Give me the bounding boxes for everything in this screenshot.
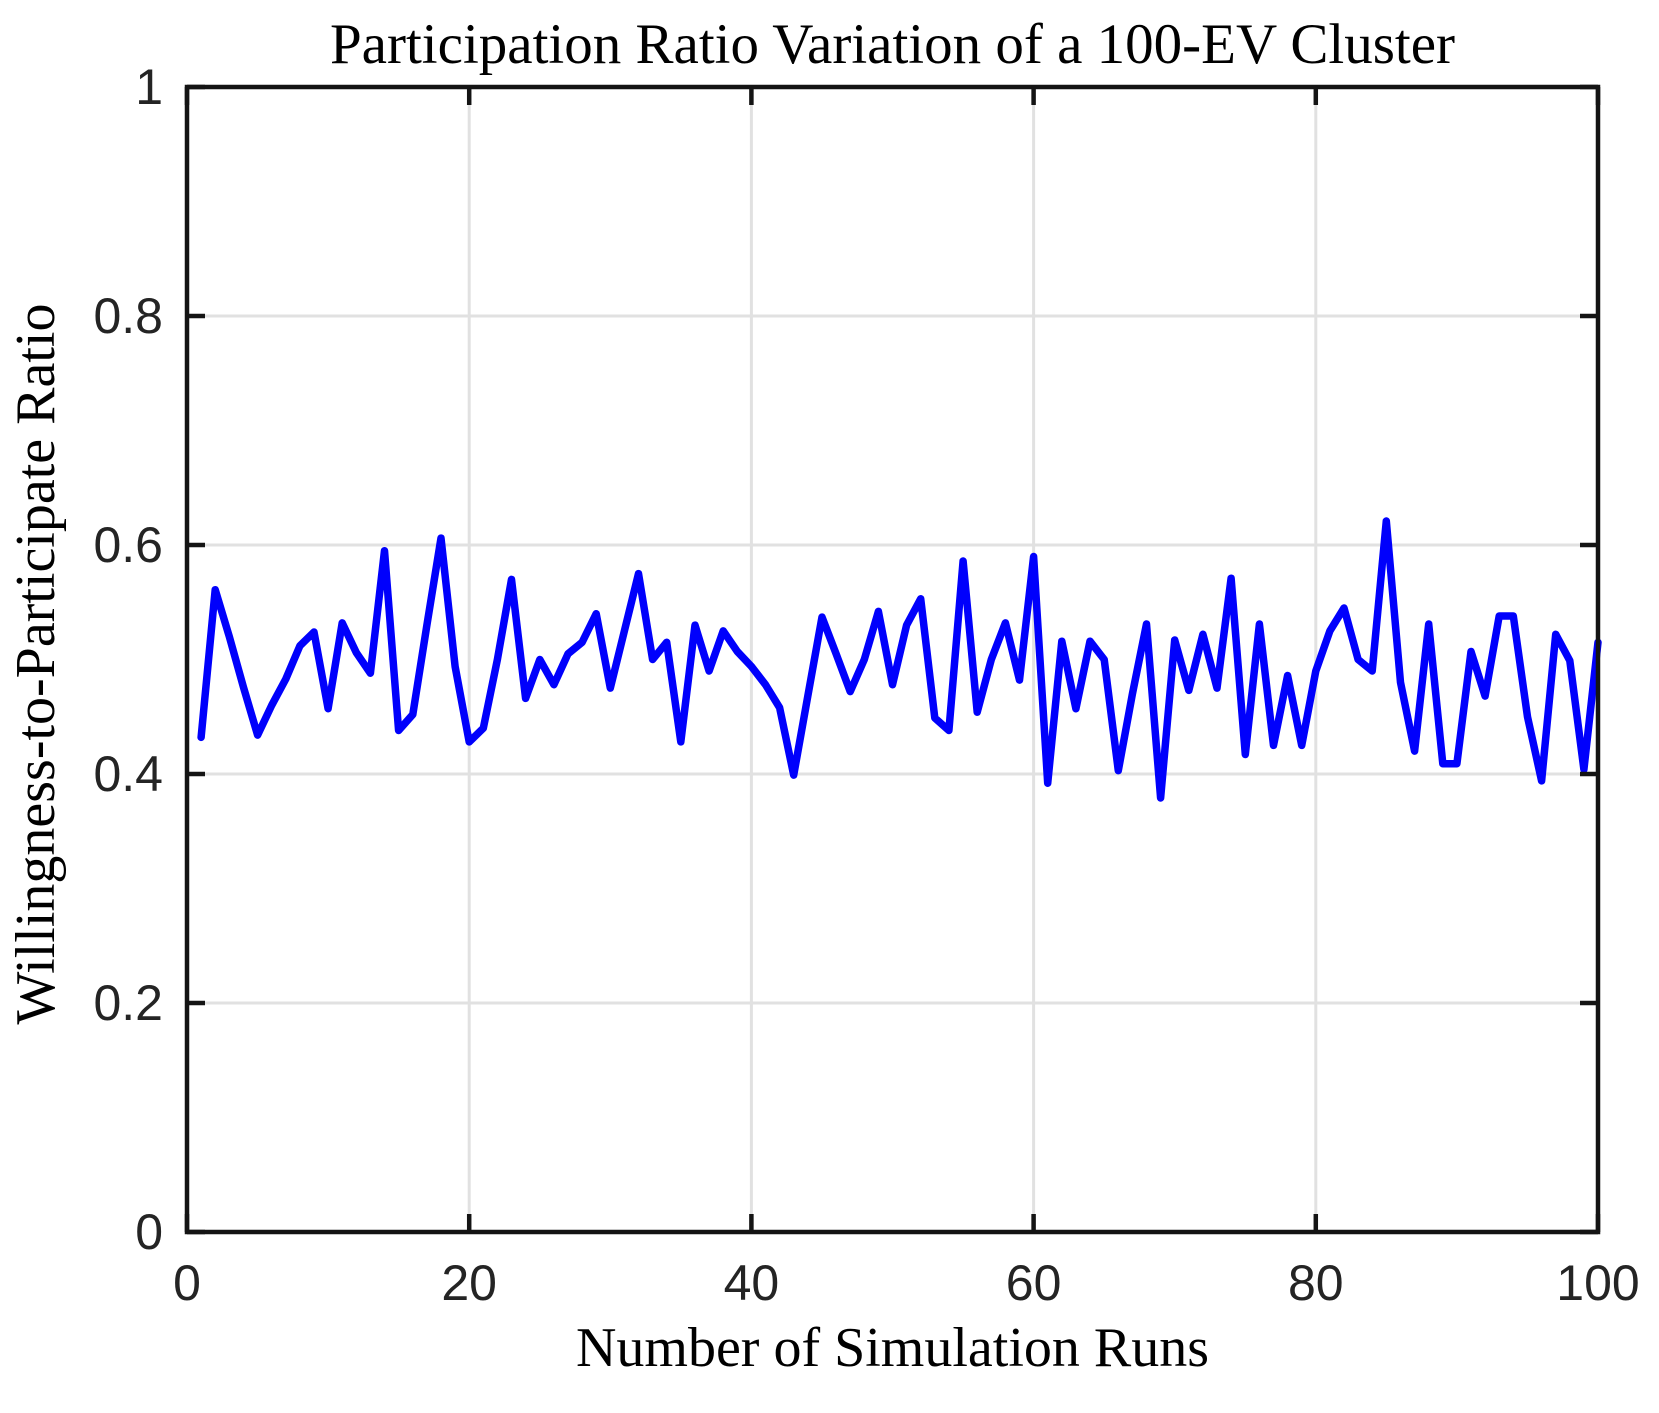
chart-title: Participation Ratio Variation of a 100-E… bbox=[329, 13, 1456, 76]
y-tick-label: 0.4 bbox=[93, 746, 163, 802]
y-tick-label: 0 bbox=[135, 1204, 163, 1260]
x-tick-label: 60 bbox=[1006, 1255, 1062, 1311]
y-tick-label: 0.6 bbox=[93, 517, 163, 573]
x-tick-label: 20 bbox=[441, 1255, 497, 1311]
y-tick-label: 0.2 bbox=[93, 975, 163, 1031]
x-tick-label: 0 bbox=[173, 1255, 201, 1311]
x-axis-label: Number of Simulation Runs bbox=[575, 1317, 1210, 1379]
y-tick-label: 0.8 bbox=[93, 288, 163, 344]
axes-box bbox=[184, 84, 1601, 1235]
x-tick-label: 40 bbox=[724, 1255, 780, 1311]
y-tick-label: 1 bbox=[135, 59, 163, 115]
data-series-line bbox=[197, 517, 1602, 802]
x-tick-label: 80 bbox=[1288, 1255, 1344, 1311]
x-tick-label: 100 bbox=[1556, 1255, 1639, 1311]
